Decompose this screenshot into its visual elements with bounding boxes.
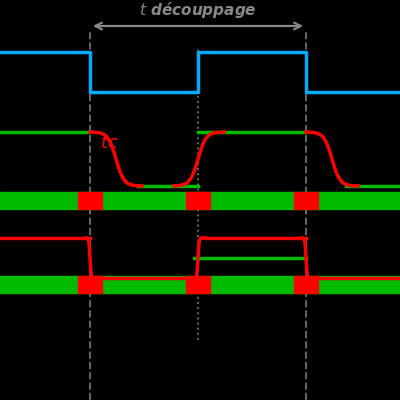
Text: $\mathit{tc}$: $\mathit{tc}$ — [100, 134, 119, 152]
Text: $t$ découppage: $t$ découppage — [139, 0, 257, 20]
